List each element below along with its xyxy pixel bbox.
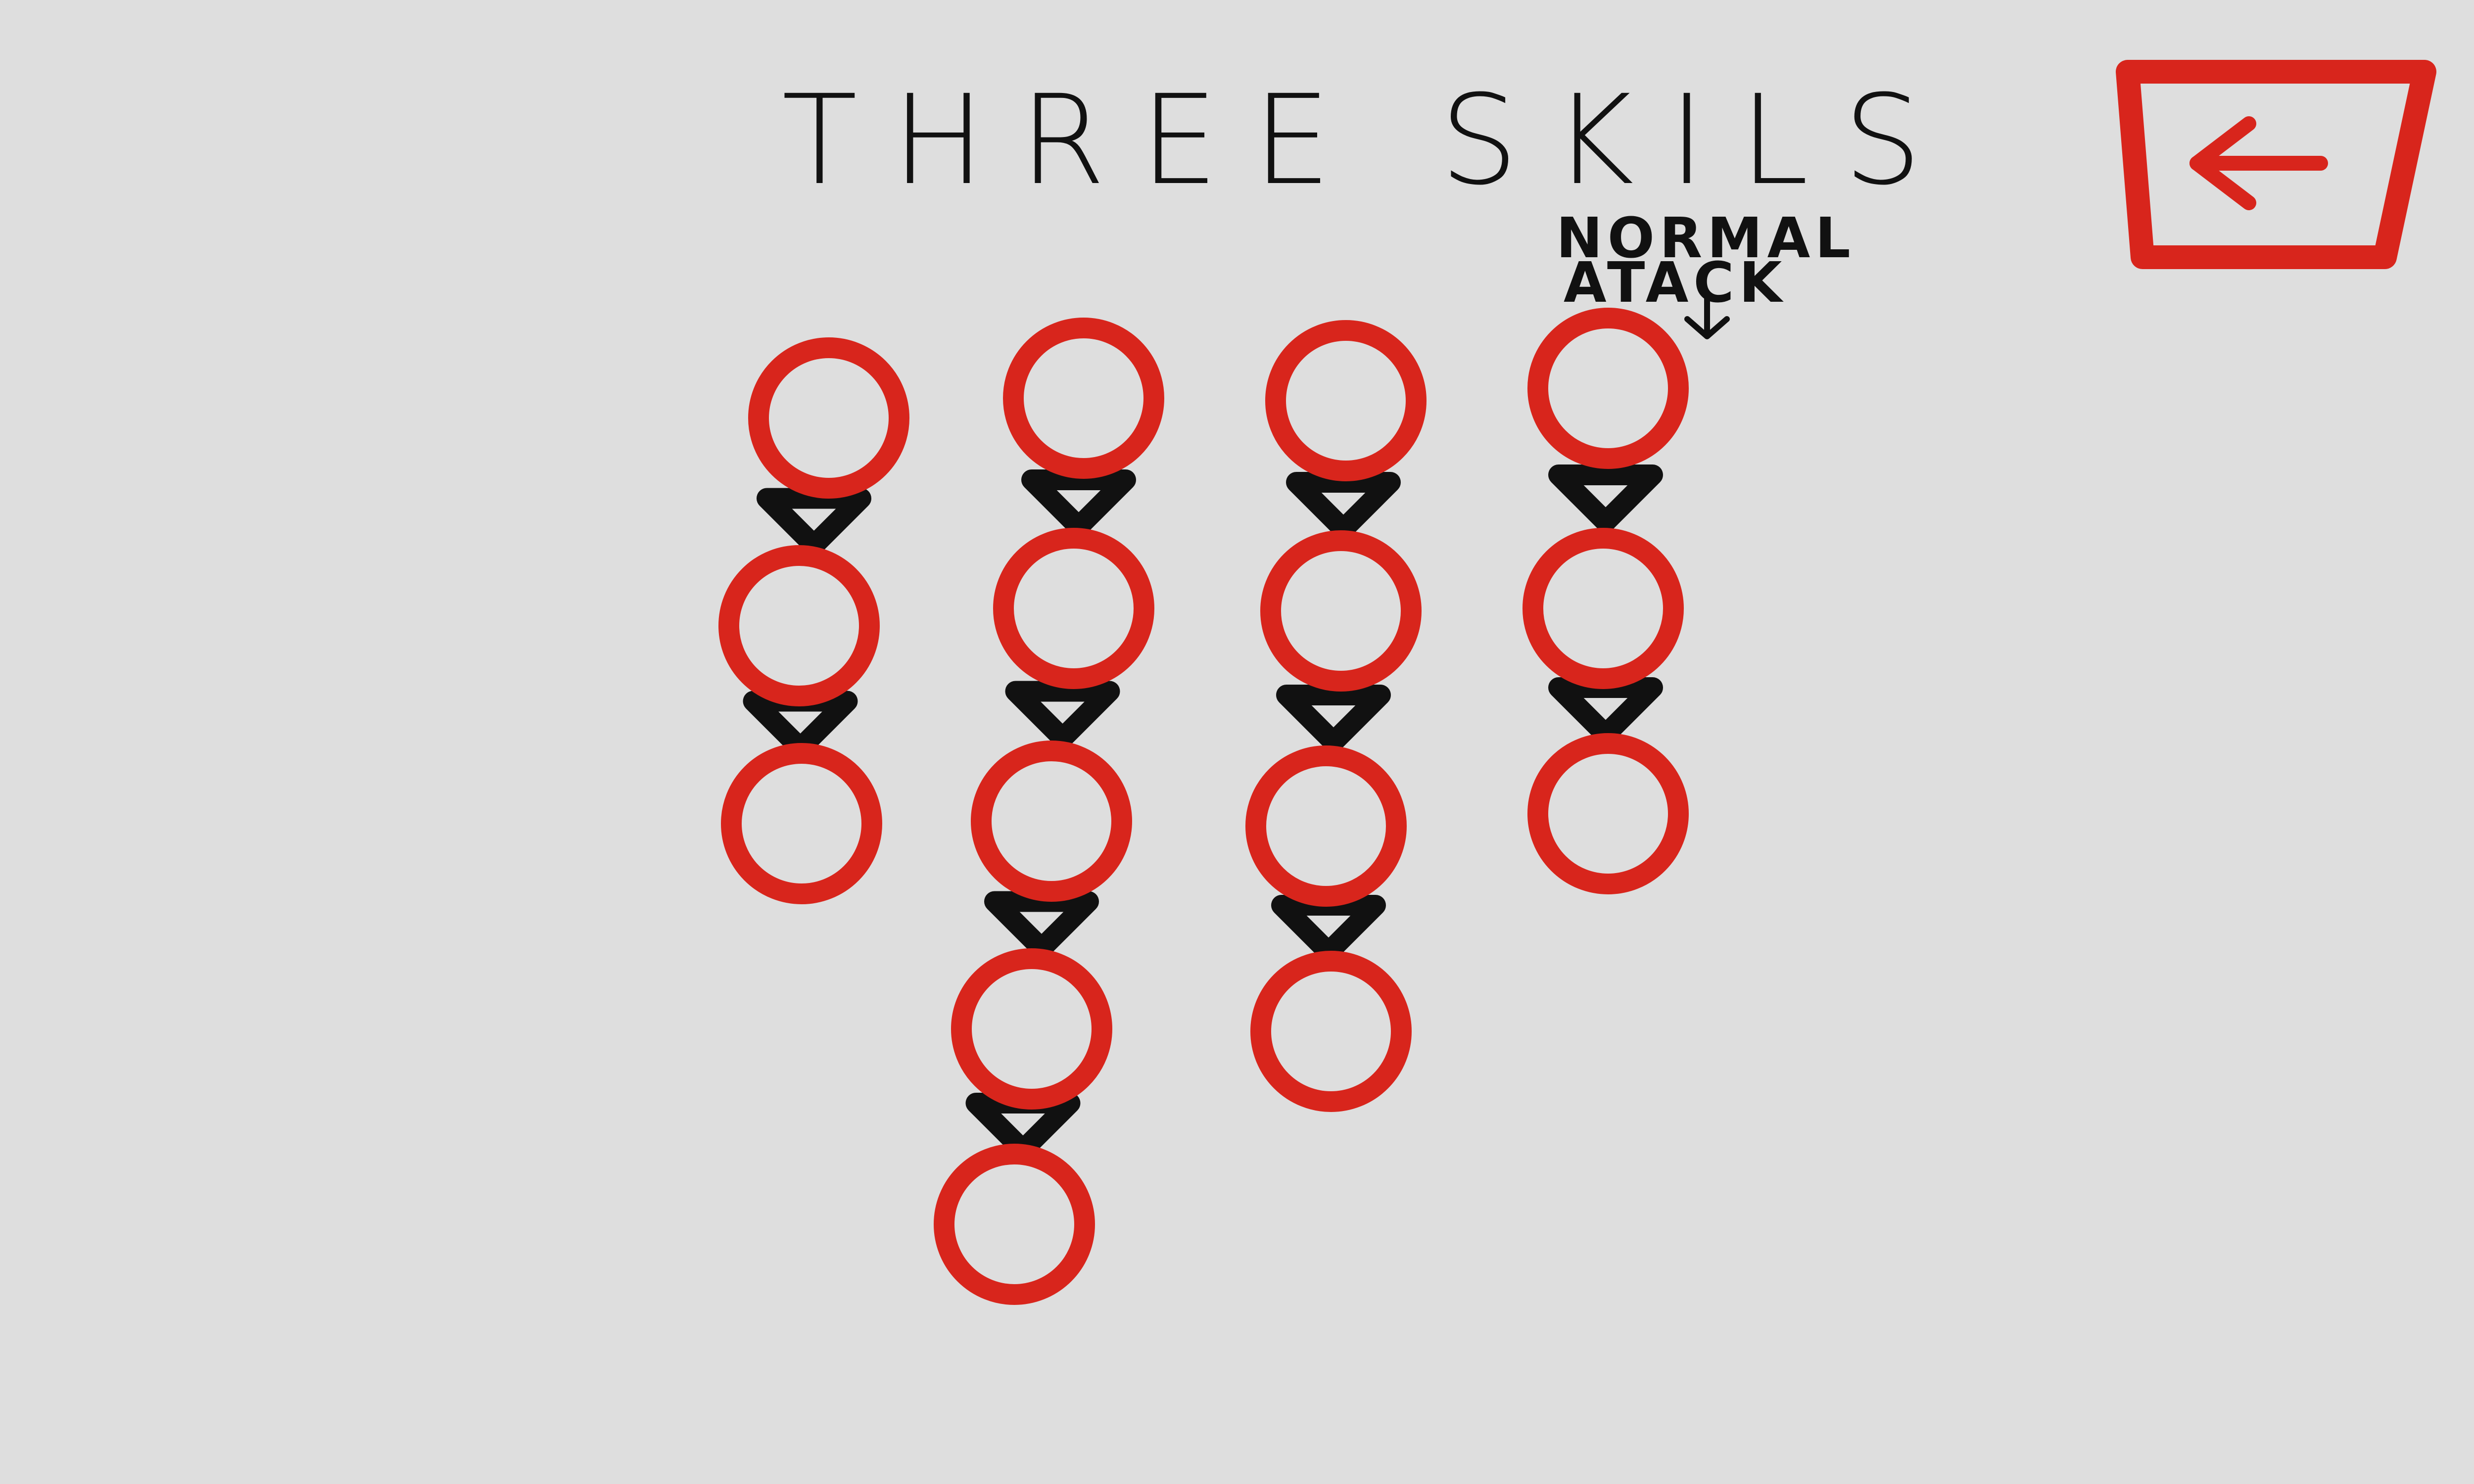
skill-node-normal-attack-2[interactable]: [1522, 528, 1684, 689]
skill-connector-arrow: [984, 891, 1099, 959]
normal-attack-pointer-arrow: [1684, 296, 1730, 339]
screen-title: THREE SKILS: [782, 68, 1956, 212]
skill-node-normal-attack-3[interactable]: [1527, 733, 1689, 894]
skill-node-skill-1-3[interactable]: [721, 743, 882, 904]
normal-attack-label-line1: NORMAL: [1556, 206, 1856, 271]
skill-node-normal-attack-1[interactable]: [1527, 308, 1689, 469]
skill-node-skill-1-2[interactable]: [718, 545, 880, 706]
skill-node-skill-2-3[interactable]: [971, 741, 1132, 902]
skill-tree: [718, 308, 1689, 1305]
skill-connector-arrow: [1021, 469, 1136, 537]
back-button-frame: [2116, 60, 2436, 269]
skill-connector-arrow: [1276, 685, 1391, 752]
skill-node-skill-2-4[interactable]: [951, 948, 1112, 1110]
skill-node-skill-2-1[interactable]: [1003, 318, 1164, 479]
skill-node-skill-3-3[interactable]: [1245, 745, 1407, 907]
skill-node-skill-2-2[interactable]: [993, 528, 1154, 689]
skill-column-skill-3: [1245, 320, 1427, 1112]
normal-attack-note: NORMAL ATACK: [1556, 206, 1856, 339]
skill-connector-arrow: [1286, 472, 1401, 540]
skill-node-skill-3-1[interactable]: [1265, 320, 1427, 481]
skill-column-normal-attack: [1522, 308, 1689, 894]
skill-column-skill-2: [934, 318, 1164, 1305]
skill-node-skill-3-4[interactable]: [1250, 951, 1412, 1112]
skill-node-skill-2-5[interactable]: [934, 1144, 1095, 1305]
skill-column-skill-1: [718, 337, 909, 904]
normal-attack-label-line2: ATACK: [1564, 251, 1787, 315]
skill-connector-arrow: [1548, 464, 1663, 532]
left-arrow-icon: [2189, 116, 2328, 210]
back-button[interactable]: [2116, 60, 2436, 269]
skill-connector-arrow: [1005, 681, 1120, 749]
skill-connector-arrow: [757, 488, 871, 556]
skill-node-skill-3-2[interactable]: [1260, 530, 1422, 692]
skill-node-skill-1-1[interactable]: [748, 337, 909, 499]
